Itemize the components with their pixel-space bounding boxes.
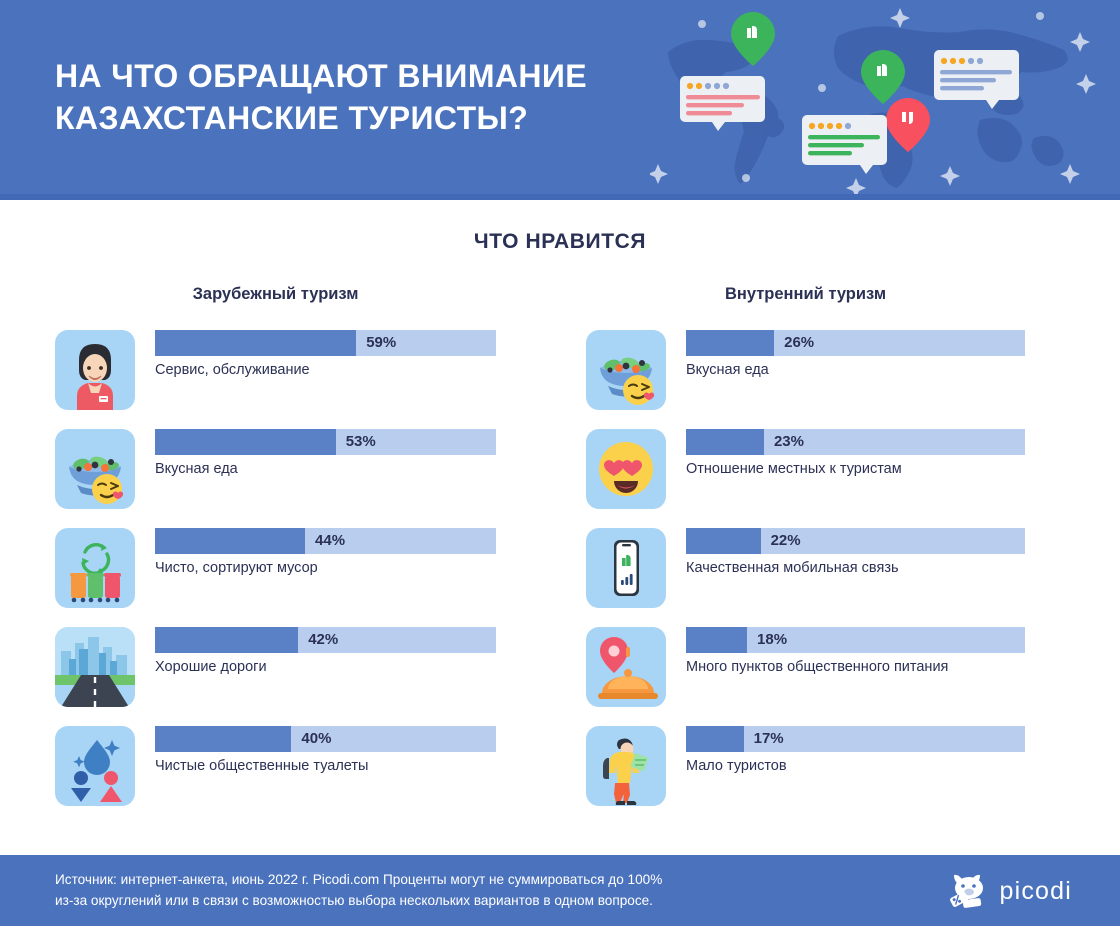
bar-value: 22% [770,532,801,549]
source-note: Источник: интернет-анкета, июнь 2022 г. … [55,872,663,909]
chart-row: 17% Мало туристов [586,726,1025,825]
map-pin-thumbs-up-icon [731,12,775,66]
chart-row: 53% Вкусная еда [55,429,496,528]
road-city-icon [55,627,135,707]
picodi-logo[interactable]: picodi [950,873,1072,909]
bar-area: 40% Чистые общественные туалеты [155,726,496,774]
picodi-wordmark: picodi [999,876,1072,905]
map-pin-thumbs-down-icon [886,98,930,152]
review-bubble-icon [934,50,1019,109]
bar-fill [155,627,299,653]
heart-eyes-emoji-icon [586,429,666,509]
bar-track: 44% [155,528,496,554]
bar-value: 44% [315,532,346,549]
bar-label: Хорошие дороги [155,659,267,675]
bar-area: 18% Много пунктов общественного питания [686,627,1025,675]
bar-fill [686,330,775,356]
service-woman-icon [55,330,135,410]
page-title: НА ЧТО ОБРАЩАЮТ ВНИМАНИЕ КАЗАХСТАНСКИЕ Т… [55,58,588,137]
column-foreign-tourism: Зарубежный туризм [55,285,496,825]
chart-row: 26% Вкусная еда [586,330,1025,429]
bar-fill [686,627,748,653]
chart-row: 42% Хорошие дороги [55,627,496,726]
bar-area: 26% Вкусная еда [686,330,1025,378]
header-bottom-strip [0,194,1120,200]
bar-value: 42% [308,631,339,648]
column-domestic-tourism: Внутренний туризм [586,285,1025,825]
salad-bowl-kiss-icon [586,330,666,410]
review-bubble-icon [802,115,887,174]
chart-row: 44% Чисто, сортируют мусор [55,528,496,627]
bar-label: Вкусная еда [686,362,769,378]
bar-area: 17% Мало туристов [686,726,1025,774]
bar-label: Качественная мобильная связь [686,560,899,576]
bar-label: Много пунктов общественного питания [686,659,949,675]
bar-track: 18% [686,627,1025,653]
bar-fill [155,429,336,455]
bar-area: 23% Отношение местных к туристам [686,429,1025,477]
bar-track: 40% [155,726,496,752]
tourist-with-map-icon [586,726,666,806]
chart-row: 23% Отношение местных к туристам [586,429,1025,528]
bar-area: 22% Качественная мобильная связь [686,528,1025,576]
header-banner: НА ЧТО ОБРАЩАЮТ ВНИМАНИЕ КАЗАХСТАНСКИЕ Т… [0,0,1120,200]
bar-label: Чисто, сортируют мусор [155,560,318,576]
salad-bowl-kiss-icon [55,429,135,509]
bar-label: Чистые общественные туалеты [155,758,369,774]
bar-label: Отношение местных к туристам [686,461,902,477]
bar-rows: 26% Вкусная еда [586,330,1025,825]
bar-value: 17% [753,730,784,747]
bar-track: 59% [155,330,496,356]
bar-fill [686,528,761,554]
bar-fill [155,528,306,554]
bar-fill [155,330,357,356]
bar-label: Вкусная еда [155,461,238,477]
chart-row: 59% Сервис, обслуживание [55,330,496,429]
review-bubble-icon [680,76,765,131]
bar-track: 23% [686,429,1025,455]
bar-label: Мало туристов [686,758,787,774]
bar-value: 18% [757,631,788,648]
mobile-signal-icon [586,528,666,608]
column-title: Внутренний туризм [724,285,887,303]
bar-area: 53% Вкусная еда [155,429,496,477]
recycling-bins-icon [55,528,135,608]
bar-label: Сервис, обслуживание [155,362,310,378]
bar-area: 59% Сервис, обслуживание [155,330,496,378]
chart-row: 18% Много пунктов общественного питания [586,627,1025,726]
bar-value: 59% [366,334,397,351]
bar-track: 26% [686,330,1025,356]
bar-rows: 59% Сервис, обслуживание [55,330,496,825]
bar-track: 42% [155,627,496,653]
bar-track: 53% [155,429,496,455]
section-title: ЧТО НРАВИТСЯ [473,230,647,253]
chart-row: 40% Чистые общественные туалеты [55,726,496,825]
bar-fill [155,726,292,752]
bar-value: 26% [784,334,815,351]
food-pin-cloche-icon [586,627,666,707]
picodi-mascot-icon [950,873,990,909]
bar-track: 17% [686,726,1025,752]
bar-area: 44% Чисто, сортируют мусор [155,528,496,576]
bar-value: 53% [345,433,376,450]
bar-fill [686,429,764,455]
chart-row: 22% Качественная мобильная связь [586,528,1025,627]
bar-area: 42% Хорошие дороги [155,627,496,675]
bar-fill [686,726,744,752]
map-pin-thumbs-up-icon [861,50,905,104]
bar-value: 40% [301,730,332,747]
world-map-reviews-illustration [648,0,1120,200]
footer-bar: Источник: интернет-анкета, июнь 2022 г. … [0,855,1120,926]
bar-track: 22% [686,528,1025,554]
clean-restroom-icon [55,726,135,806]
bar-value: 23% [773,433,804,450]
column-title: Зарубежный туризм [192,285,359,303]
